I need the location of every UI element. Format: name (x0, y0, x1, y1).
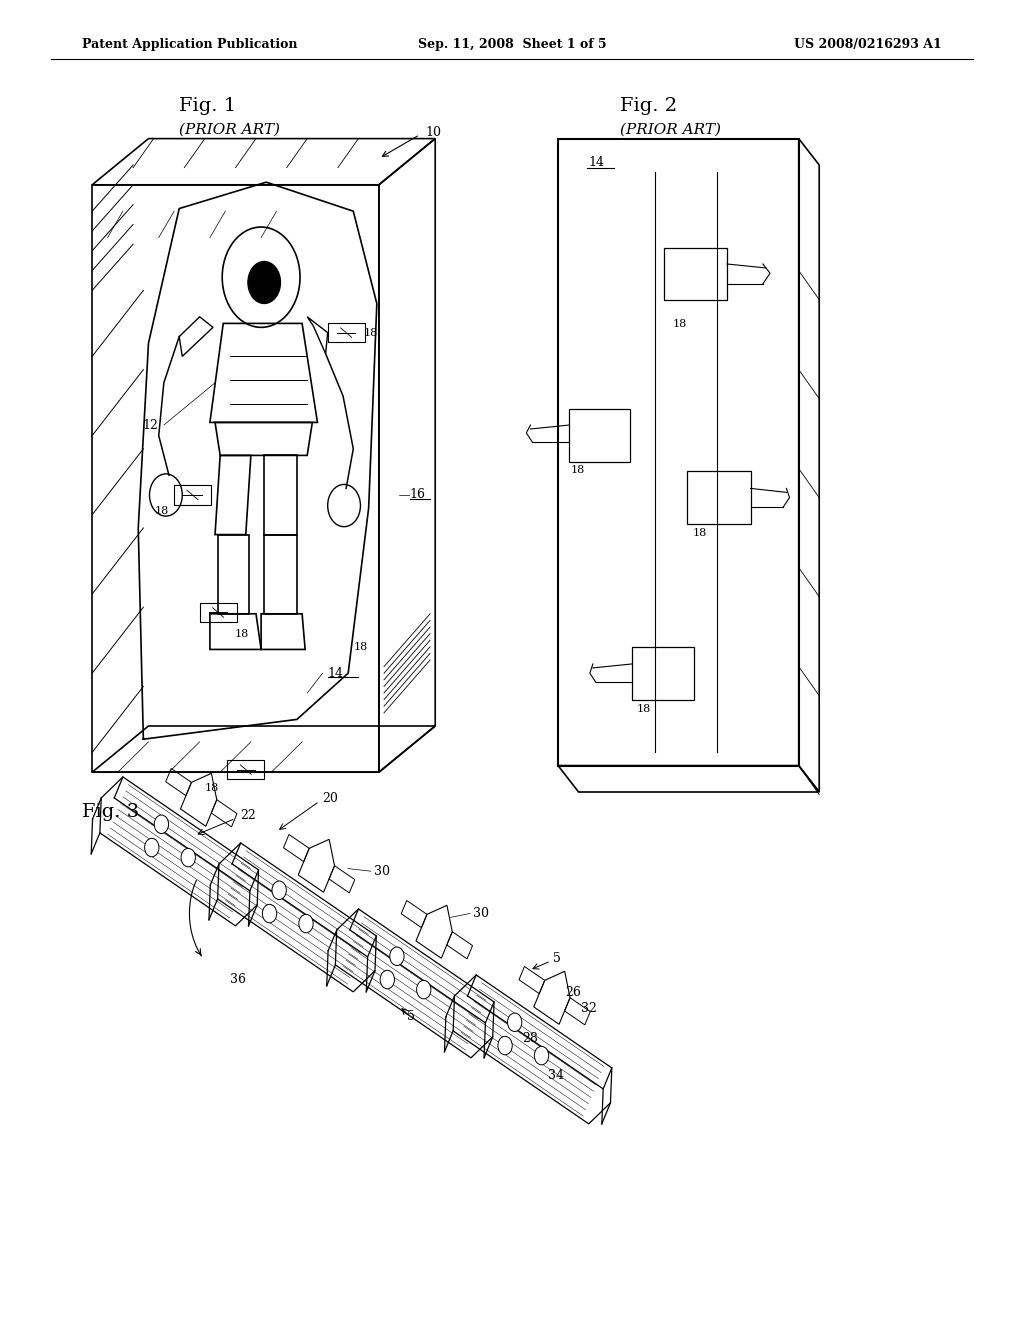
Circle shape (248, 261, 281, 304)
Text: 18: 18 (205, 783, 219, 793)
Circle shape (498, 1036, 512, 1055)
Text: 14: 14 (328, 667, 344, 680)
Circle shape (380, 970, 394, 989)
Text: 20: 20 (323, 792, 339, 805)
Text: Fig. 1: Fig. 1 (179, 96, 237, 115)
Text: (PRIOR ART): (PRIOR ART) (620, 123, 721, 136)
Text: Fig. 2: Fig. 2 (620, 96, 677, 115)
Text: 32: 32 (581, 1002, 597, 1015)
Text: 5: 5 (553, 952, 561, 965)
Text: 18: 18 (155, 506, 169, 516)
Text: 18: 18 (364, 327, 378, 338)
Text: 18: 18 (637, 704, 651, 714)
Text: 26: 26 (565, 986, 582, 999)
Circle shape (390, 946, 404, 965)
Text: 18: 18 (570, 465, 585, 475)
Text: 10: 10 (425, 125, 441, 139)
Circle shape (299, 915, 313, 933)
Text: 18: 18 (692, 528, 707, 539)
Text: 34: 34 (548, 1069, 564, 1082)
Circle shape (181, 849, 196, 867)
Text: Patent Application Publication: Patent Application Publication (82, 38, 297, 51)
Circle shape (508, 1012, 522, 1031)
Text: 30: 30 (473, 907, 489, 920)
Circle shape (144, 838, 159, 857)
Text: 22: 22 (241, 809, 256, 822)
Circle shape (535, 1047, 549, 1065)
Text: 28: 28 (522, 1032, 539, 1045)
Text: 16: 16 (410, 488, 426, 502)
Circle shape (155, 814, 169, 833)
Text: 36: 36 (230, 973, 247, 986)
Circle shape (272, 880, 287, 899)
Text: US 2008/0216293 A1: US 2008/0216293 A1 (795, 38, 942, 51)
Text: 18: 18 (673, 319, 687, 330)
Text: 18: 18 (353, 642, 368, 652)
Circle shape (417, 981, 431, 999)
Text: Fig. 3: Fig. 3 (82, 803, 139, 821)
Text: 5: 5 (407, 1010, 415, 1023)
Text: 14: 14 (589, 156, 605, 169)
Text: 18: 18 (234, 628, 249, 639)
Text: Sep. 11, 2008  Sheet 1 of 5: Sep. 11, 2008 Sheet 1 of 5 (418, 38, 606, 51)
Circle shape (262, 904, 276, 923)
Text: (PRIOR ART): (PRIOR ART) (179, 123, 281, 136)
Text: 12: 12 (142, 418, 159, 432)
Text: 30: 30 (374, 865, 390, 878)
